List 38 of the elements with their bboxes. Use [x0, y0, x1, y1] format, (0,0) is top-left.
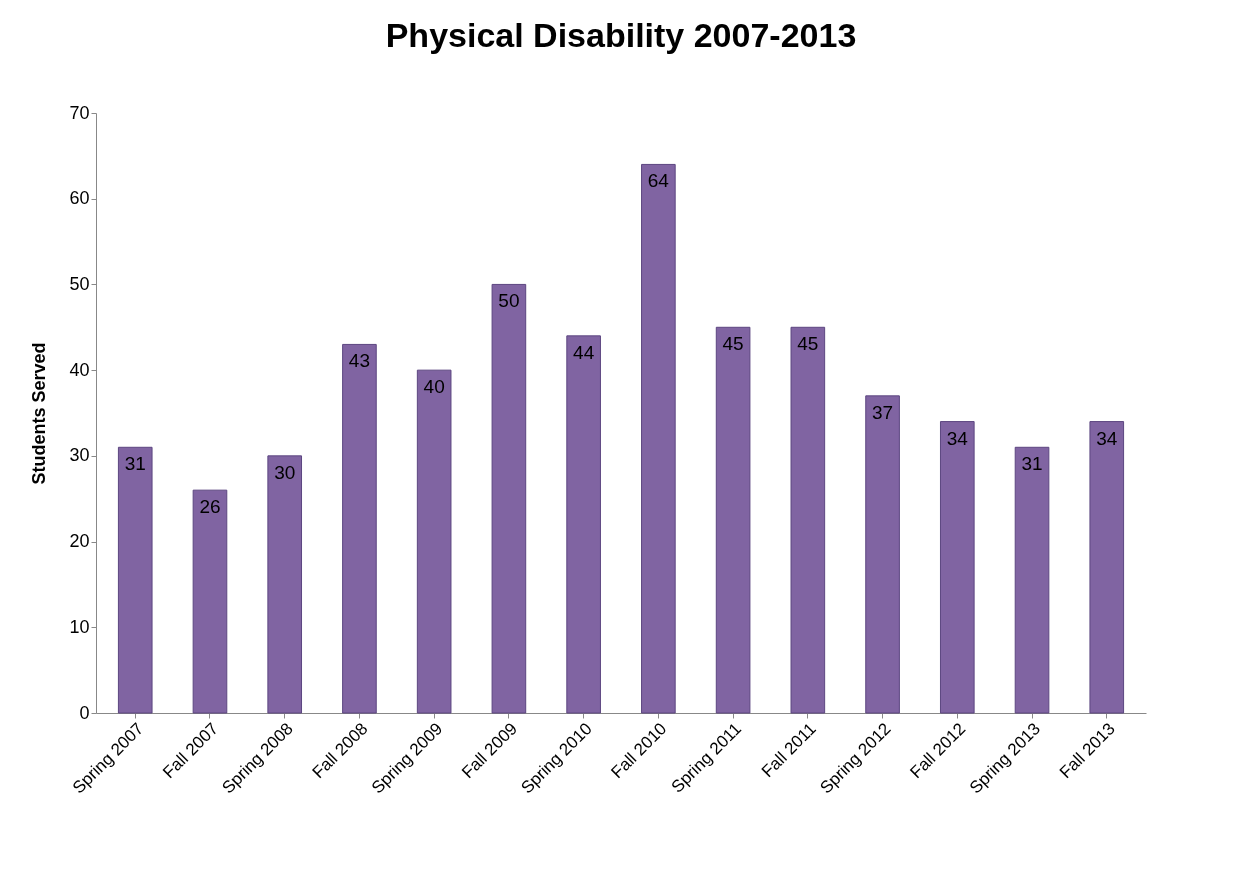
bar [641, 163, 676, 714]
y-axis-title: Students Served [29, 342, 50, 485]
bar [566, 335, 601, 714]
data-label: 43 [348, 350, 370, 372]
data-label: 64 [647, 170, 670, 192]
data-label: 45 [797, 333, 819, 355]
bar [491, 283, 527, 714]
bar [715, 326, 751, 714]
data-label: 50 [498, 290, 520, 312]
data-label: 34 [946, 427, 969, 449]
bar [1014, 446, 1050, 714]
bar [790, 326, 826, 714]
data-label: 30 [274, 461, 296, 483]
y-tick-label: 50 [69, 273, 90, 294]
y-tick-label: 40 [69, 359, 90, 380]
bar [865, 395, 900, 714]
y-tick-label: 20 [69, 531, 90, 552]
data-label: 34 [1096, 427, 1118, 449]
data-label: 37 [872, 401, 894, 423]
data-label: 44 [573, 341, 595, 363]
bar [342, 343, 377, 714]
y-tick-label: 70 [69, 102, 90, 123]
bar [267, 455, 303, 714]
y-tick-label: 0 [79, 702, 90, 723]
y-tick-label: 30 [69, 445, 90, 466]
data-label: 26 [199, 496, 221, 518]
data-label: 40 [423, 376, 445, 398]
data-label: 45 [722, 333, 744, 355]
bar [939, 421, 975, 714]
data-label: 31 [1021, 453, 1043, 475]
bar [192, 489, 228, 714]
bar [117, 446, 153, 714]
y-tick-label: 60 [69, 188, 90, 209]
y-tick-label: 10 [69, 616, 90, 637]
chart-title: Physical Disability 2007-2013 [385, 16, 857, 54]
bar [1089, 421, 1125, 714]
data-label: 31 [124, 453, 146, 475]
bar [416, 369, 452, 714]
